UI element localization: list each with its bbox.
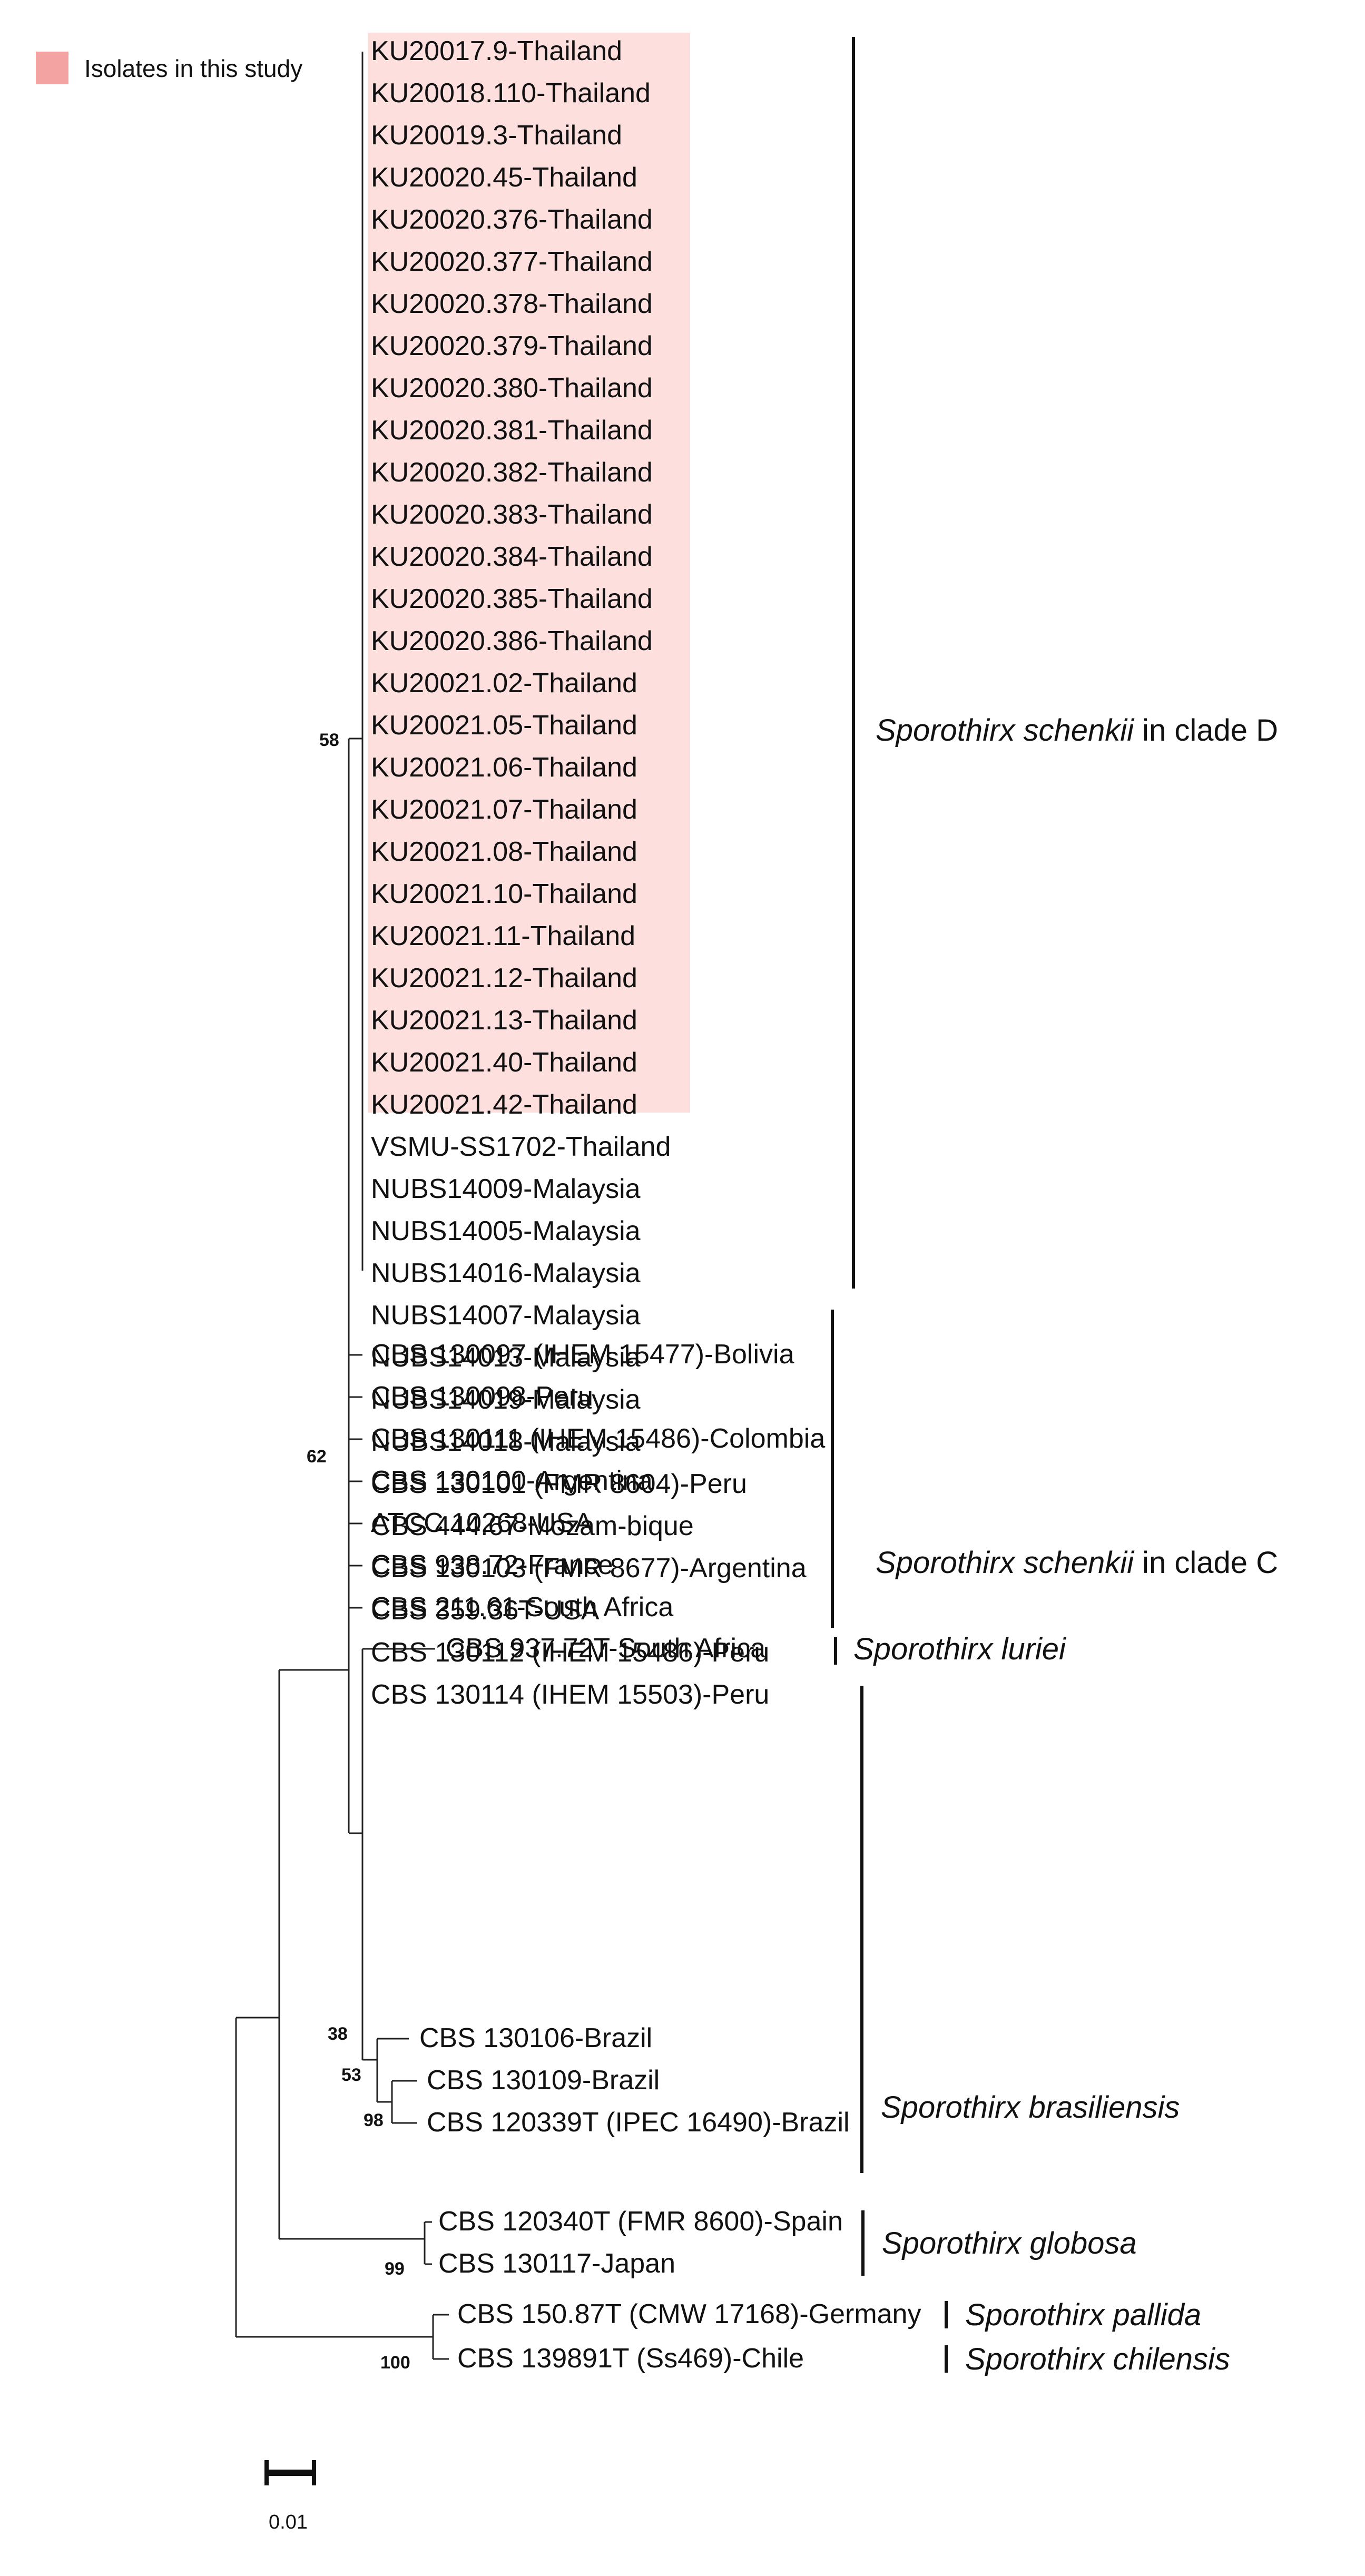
leaf-label: CBS 130103 (FMR 8677)-Argentina — [371, 1553, 807, 1584]
leaf-label: CBS 120340T (FMR 8600)-Spain — [438, 2206, 843, 2237]
clade-label-schenkii-d: Sporothirx schenkii in clade D — [876, 713, 1278, 748]
clade-label-schenkii-c: Sporothirx schenkii in clade C — [876, 1546, 1278, 1580]
leaf-label: NUBS14018-Malaysia — [371, 1427, 641, 1457]
leaf-label: KU20020.385-Thailand — [371, 584, 653, 614]
leaf-label: KU20021.06-Thailand — [371, 752, 637, 783]
leaf-label: KU20021.11-Thailand — [371, 921, 635, 951]
bootstrap-value: 38 — [328, 2024, 348, 2044]
leaf-label: KU20021.08-Thailand — [371, 837, 637, 867]
clade-label-luriei: Sporothirx luriei — [853, 1632, 1067, 1666]
clade-label-pallida: Sporothirx pallida — [965, 2298, 1201, 2332]
clade-bars — [831, 37, 948, 2373]
leaf-label: CBS 938.72-France — [371, 1550, 613, 1580]
leaf-label: KU20020.381-Thailand — [371, 415, 653, 446]
leaf-labels: KU20017.9-Thailand KU20018.110-Thailand KU… — [371, 36, 921, 2374]
leaf-label: CBS 130097 (IHEM 15477)-Bolivia — [371, 1339, 794, 1370]
leaf-label: KU20020.377-Thailand — [371, 247, 653, 277]
clade-label-globosa: Sporothirx globosa — [882, 2226, 1137, 2260]
leaf-label: CBS 130112 (IHEM 15486)-Peru — [371, 1637, 769, 1668]
leaf-label: CBS 130098-Peru — [371, 1381, 593, 1412]
leaf-label: NUBS14019-Malaysia — [371, 1384, 641, 1415]
leaf-label: CBS 120339T (IPEC 16490)-Brazil — [427, 2107, 850, 2138]
tree-branches — [235, 52, 449, 2360]
leaf-label: KU20020.378-Thailand — [371, 289, 653, 319]
leaf-label: KU20021.07-Thailand — [371, 794, 637, 825]
bootstrap-value: 58 — [319, 730, 339, 750]
leaf-label: CBS 937.72T-South Africa — [446, 1633, 765, 1664]
leaf-label: KU20017.9-Thailand — [371, 36, 622, 66]
legend-label: Isolates in this study — [84, 55, 302, 82]
leaf-label: KU20020.384-Thailand — [371, 542, 653, 572]
leaf-label: KU20020.45-Thailand — [371, 162, 637, 193]
scale-bar-label: 0.01 — [269, 2511, 308, 2533]
leaf-label: CBS 130106-Brazil — [419, 2023, 652, 2053]
bootstrap-value: 98 — [364, 2110, 384, 2130]
leaf-label: KU20021.05-Thailand — [371, 710, 637, 741]
bootstrap-value: 99 — [385, 2259, 405, 2279]
scale-bar — [264, 2460, 316, 2485]
leaf-label: KU20019.3-Thailand — [371, 120, 622, 151]
leaf-label: KU20021.12-Thailand — [371, 963, 637, 994]
leaf-label: CBS 130114 (IHEM 15503)-Peru — [371, 1679, 769, 1710]
leaf-label: CBS 139891T (Ss469)-Chile — [457, 2343, 804, 2374]
leaf-label: NUBS14016-Malaysia — [371, 1258, 641, 1289]
leaf-label: CBS 444.67-Mozam-bique — [371, 1511, 694, 1541]
leaf-label: CBS 130111 (IHEM 15486)-Colombia — [371, 1423, 825, 1454]
leaf-label: CBS 211.61-South Africa — [371, 1592, 673, 1623]
leaf-label: KU20020.379-Thailand — [371, 331, 653, 361]
bootstrap-value: 53 — [341, 2065, 361, 2085]
leaf-label: CBS 130101 (FMR 8604)-Peru — [371, 1469, 747, 1499]
legend-swatch — [36, 52, 68, 84]
leaf-label: CBS 150.87T (CMW 17168)-Germany — [457, 2299, 921, 2329]
leaf-label: CBS 359.36T-USA — [371, 1595, 600, 1626]
leaf-label: KU20020.382-Thailand — [371, 457, 653, 488]
leaf-label: NUBS14005-Malaysia — [371, 1216, 641, 1246]
leaf-label: KU20020.376-Thailand — [371, 204, 653, 235]
leaf-label: KU20021.10-Thailand — [371, 879, 637, 909]
clade-label-brasiliensis: Sporothirx brasiliensis — [881, 2090, 1180, 2125]
leaf-label: CBS 130100-Argentina — [371, 1466, 653, 1496]
bootstrap-value: 100 — [380, 2353, 410, 2373]
leaf-label: KU20021.13-Thailand — [371, 1005, 637, 1036]
leaf-label: KU20020.386-Thailand — [371, 626, 653, 656]
leaf-label: KU20018.110-Thailand — [371, 78, 651, 109]
leaf-label: NUBS14007-Malaysia — [371, 1300, 641, 1331]
leaf-label: VSMU-SS1702-Thailand — [371, 1132, 671, 1162]
leaf-label: KU20021.40-Thailand — [371, 1047, 637, 1078]
leaf-label: KU20020.380-Thailand — [371, 373, 653, 404]
leaf-label: KU20020.383-Thailand — [371, 499, 653, 530]
leaf-label: KU20021.42-Thailand — [371, 1089, 637, 1120]
bootstrap-values: 58 62 38 53 98 99 100 — [307, 730, 410, 2373]
leaf-label: NUBS14009-Malaysia — [371, 1174, 641, 1204]
leaf-label: NUBS14013-Malaysia — [371, 1342, 641, 1373]
clade-label-chilensis: Sporothirx chilensis — [965, 2342, 1230, 2376]
leaf-label: CBS 130117-Japan — [438, 2248, 675, 2279]
bootstrap-value: 62 — [307, 1447, 327, 1467]
leaf-label: ATCC 10268-USA — [371, 1508, 593, 1538]
leaf-label: KU20021.02-Thailand — [371, 668, 637, 699]
study-isolates-highlight — [368, 33, 690, 1113]
leaf-label: CBS 130109-Brazil — [427, 2065, 660, 2096]
